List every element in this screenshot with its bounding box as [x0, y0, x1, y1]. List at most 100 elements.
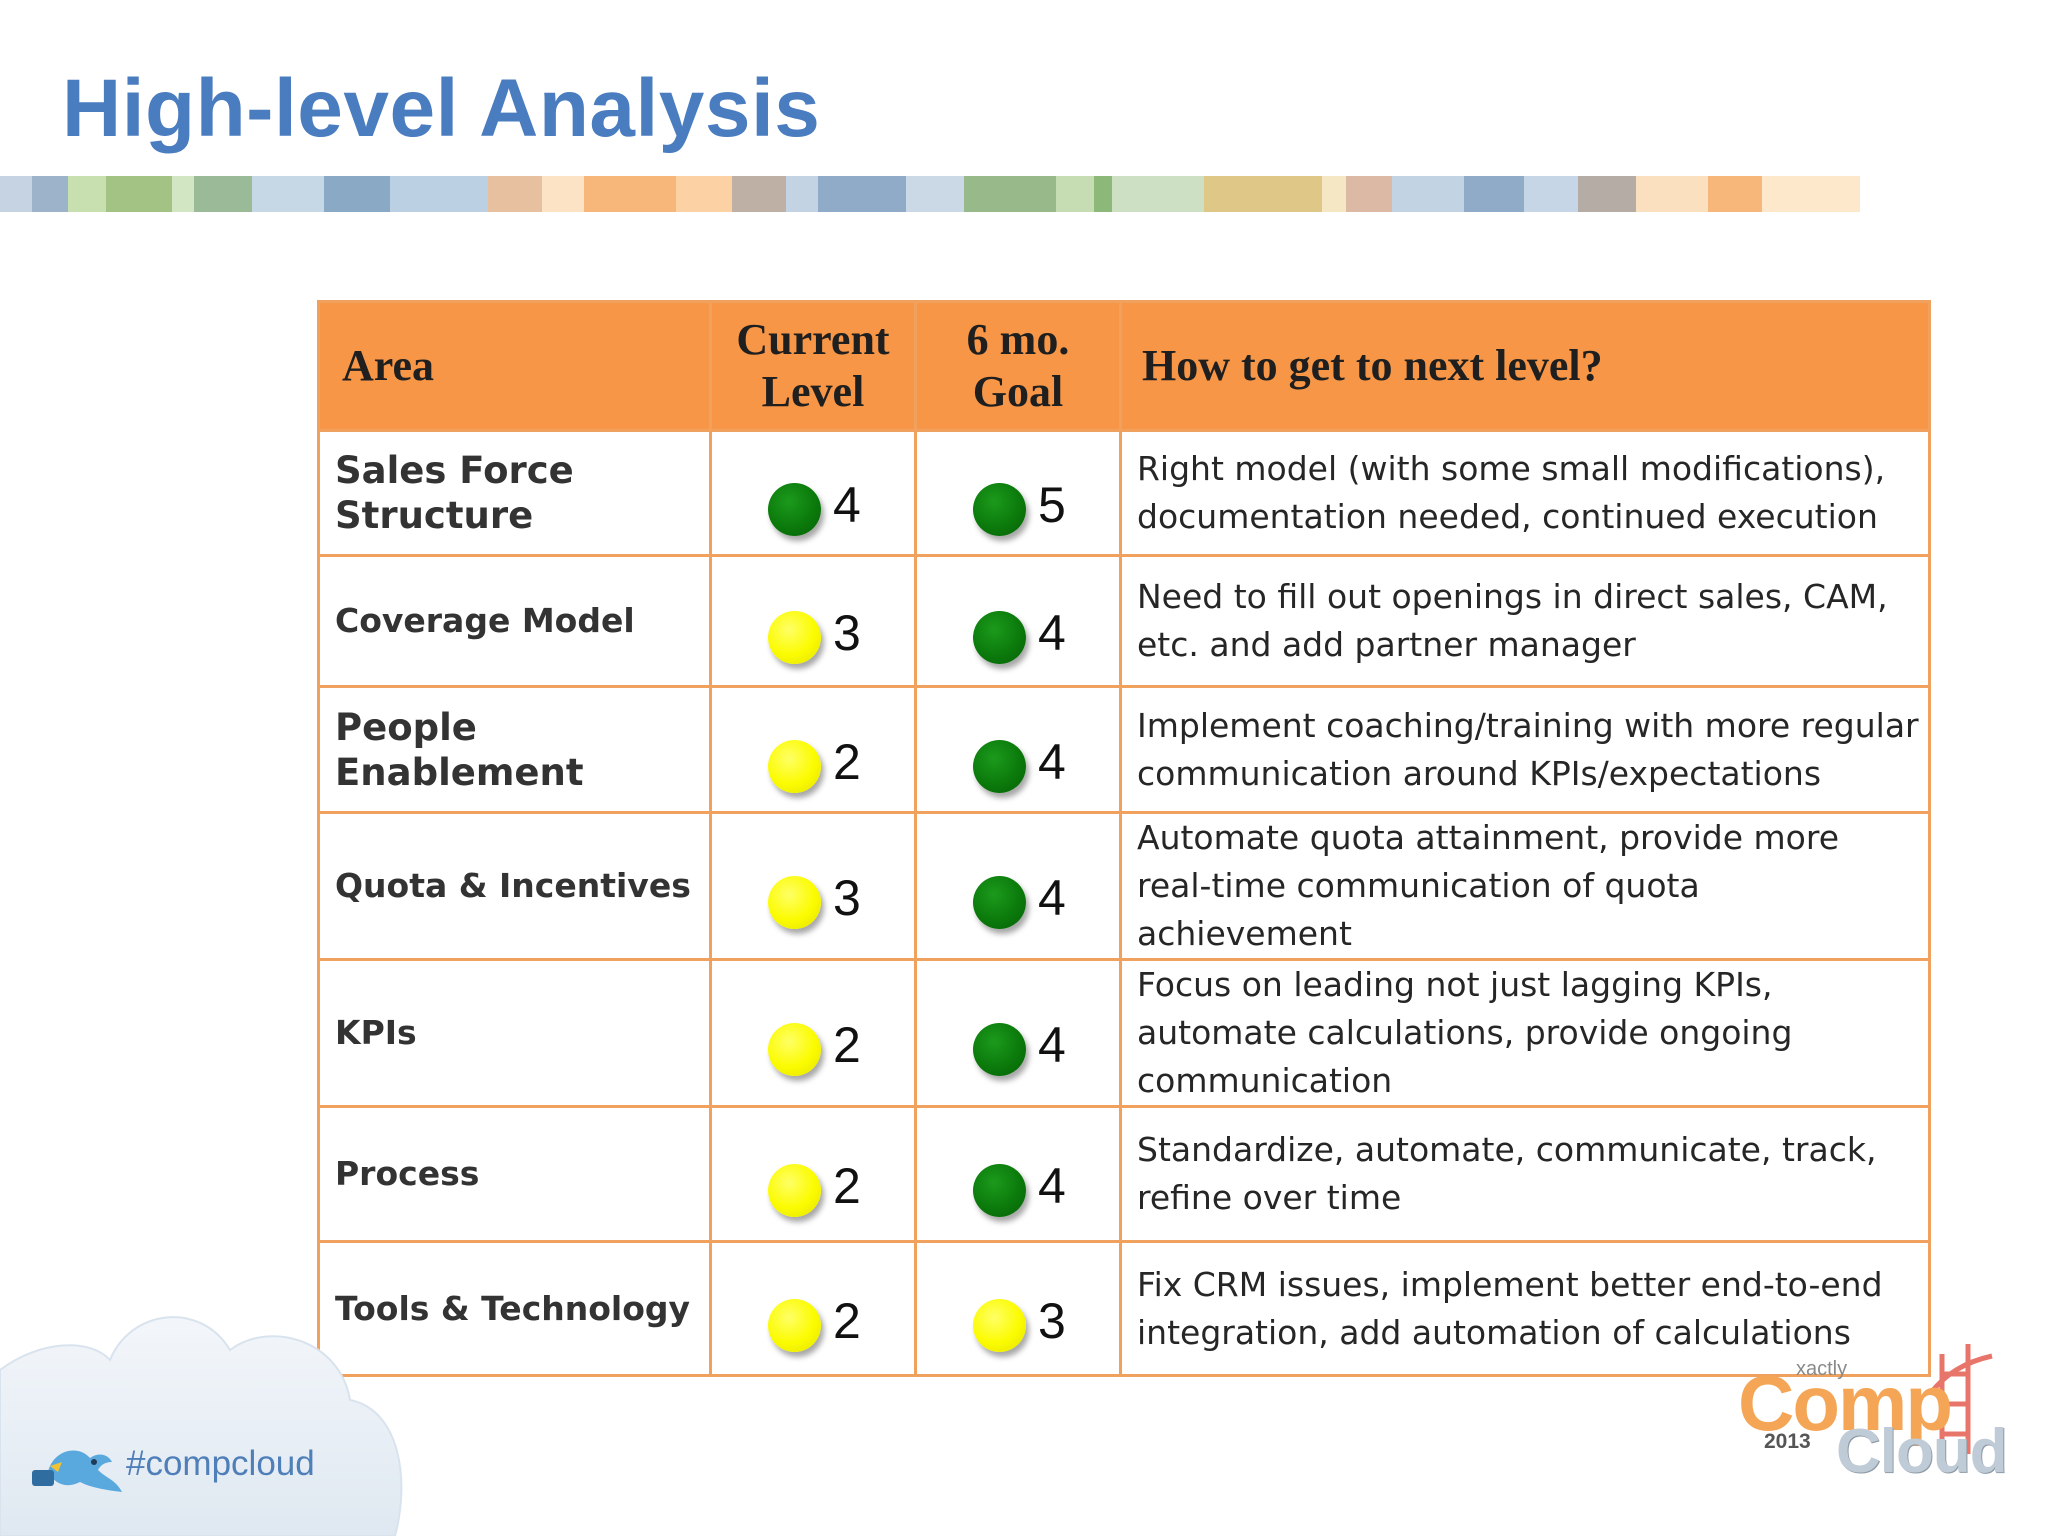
stripe-segment [542, 176, 584, 212]
goal-value: 4 [1038, 605, 1066, 661]
table-row: KPIs 2 4 Focus on leading not just laggi… [317, 958, 1931, 1108]
how-cell: Automate quota attainment, provide more … [1119, 811, 1931, 961]
status-dot-icon [973, 739, 1026, 793]
status-dot-icon [973, 876, 1026, 929]
goal-value: 3 [1038, 1292, 1066, 1349]
table-row: Quota & Incentives 3 4 Automate quota at… [317, 811, 1931, 961]
goal-value: 4 [1038, 733, 1066, 790]
stripe-segment [0, 176, 32, 212]
stripe-segment [390, 176, 488, 212]
stripe-segment [906, 176, 964, 212]
area-cell: Quota & Incentives [317, 811, 712, 961]
stripe-segment [1392, 176, 1464, 212]
goal-cell: 3 [914, 1240, 1122, 1377]
area-cell: Process [317, 1105, 712, 1243]
current-level-cell: 3 [709, 554, 917, 688]
stripe-segment [194, 176, 252, 212]
level-value: 3 [833, 605, 861, 661]
how-cell: Focus on leading not just lagging KPIs, … [1119, 958, 1931, 1108]
status-dot-icon [768, 876, 821, 929]
logo-cloud-text: Cloud [1836, 1417, 2008, 1486]
goal-cell: 4 [914, 1105, 1122, 1243]
area-cell: Tools & Technology [317, 1240, 712, 1377]
goal-cell: 4 [914, 958, 1122, 1108]
goal-cell: 4 [914, 685, 1122, 814]
area-cell: Coverage Model [317, 554, 712, 688]
goal-value: 4 [1038, 870, 1066, 926]
area-cell: Sales Force Structure [317, 429, 712, 557]
current-level-cell: 2 [709, 1105, 917, 1243]
level-value: 2 [833, 733, 861, 790]
status-dot-icon [768, 483, 821, 536]
status-dot-icon [768, 1298, 821, 1352]
stripe-segment [1636, 176, 1708, 212]
bird-icon [32, 1450, 122, 1492]
slide-title: High-level Analysis [62, 63, 821, 154]
table-row: Sales Force Structure 4 5 Right model (w… [317, 429, 1931, 557]
decorative-color-stripe [0, 176, 1884, 212]
table-row: Process 2 4 Standardize, automate, commu… [317, 1105, 1931, 1243]
goal-value: 4 [1038, 1158, 1066, 1214]
how-cell: Implement coaching/training with more re… [1119, 685, 1931, 814]
stripe-segment [252, 176, 324, 212]
goal-cell: 4 [914, 811, 1122, 961]
stripe-segment [1056, 176, 1094, 212]
goal-value: 5 [1038, 477, 1066, 533]
stripe-segment [1708, 176, 1762, 212]
level-value: 2 [833, 1292, 861, 1349]
how-cell: Right model (with some small modificatio… [1119, 429, 1931, 557]
how-cell: Standardize, automate, communicate, trac… [1119, 1105, 1931, 1243]
stripe-segment [68, 176, 106, 212]
stripe-segment [732, 176, 786, 212]
goal-cell: 4 [914, 554, 1122, 688]
stripe-segment [106, 176, 172, 212]
stripe-segment [1578, 176, 1636, 212]
how-cell: Need to fill out openings in direct sale… [1119, 554, 1931, 688]
stripe-segment [172, 176, 194, 212]
stripe-segment [488, 176, 542, 212]
table-row: Tools & Technology 2 3 Fix CRM issues, i… [317, 1240, 1931, 1377]
area-cell: KPIs [317, 958, 712, 1108]
logo-year-text: 2013 [1764, 1430, 1811, 1453]
compcloud-logo-icon [1928, 1344, 1993, 1454]
stripe-segment [1464, 176, 1524, 212]
stripe-segment [1204, 176, 1322, 212]
status-dot-icon [768, 1023, 821, 1076]
status-dot-icon [973, 1298, 1026, 1352]
status-dot-icon [768, 739, 821, 793]
status-dot-icon [768, 611, 821, 664]
table-row: People Enablement 2 4 Implement coaching… [317, 685, 1931, 814]
goal-cell: 5 [914, 429, 1122, 557]
logo-comp-text: Comp [1738, 1359, 1953, 1447]
stripe-segment [1762, 176, 1860, 212]
header-goal: 6 mo. Goal [914, 300, 1122, 432]
header-current-level: Current Level [709, 300, 917, 432]
current-level-cell: 2 [709, 1240, 917, 1377]
stripe-segment [676, 176, 732, 212]
status-dot-icon [973, 1164, 1026, 1217]
status-dot-icon [973, 611, 1026, 664]
current-level-cell: 3 [709, 811, 917, 961]
how-cell: Fix CRM issues, implement better end-to-… [1119, 1240, 1931, 1377]
stripe-segment [324, 176, 390, 212]
status-dot-icon [768, 1164, 821, 1217]
stripe-segment [1322, 176, 1346, 212]
level-value: 2 [833, 1017, 861, 1073]
status-dot-icon [973, 483, 1026, 536]
stripe-segment [964, 176, 1056, 212]
level-value: 3 [833, 870, 861, 926]
goal-value: 4 [1038, 1017, 1066, 1073]
stripe-segment [786, 176, 818, 212]
current-level-cell: 4 [709, 429, 917, 557]
stripe-segment [1112, 176, 1204, 212]
hashtag-text: #compcloud [126, 1444, 315, 1483]
stripe-segment [1094, 176, 1112, 212]
table-row: Coverage Model 3 4 Need to fill out open… [317, 554, 1931, 688]
level-value: 4 [833, 477, 861, 533]
current-level-cell: 2 [709, 685, 917, 814]
area-cell: People Enablement [317, 685, 712, 814]
status-dot-icon [973, 1023, 1026, 1076]
level-value: 2 [833, 1158, 861, 1214]
stripe-segment [1524, 176, 1578, 212]
logo-brand-text: xactly [1796, 1358, 1848, 1380]
